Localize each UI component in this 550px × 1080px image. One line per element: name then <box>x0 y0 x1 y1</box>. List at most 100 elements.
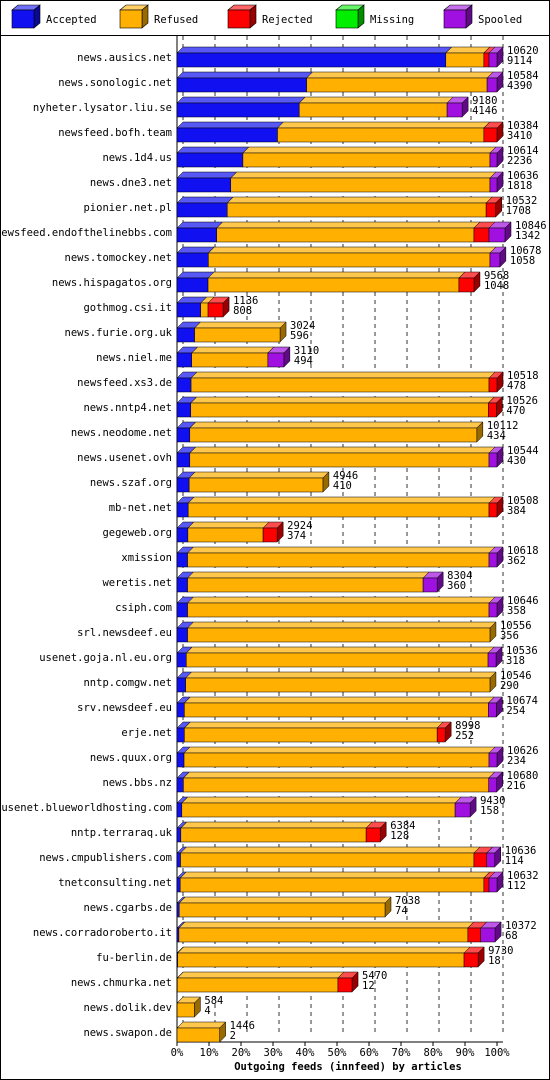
bar-front <box>187 552 490 568</box>
bar-segment <box>176 1021 227 1043</box>
bar-segment <box>181 796 462 818</box>
bar-segment <box>186 571 430 593</box>
y-tick-label: news.hispagatos.org <box>52 277 172 289</box>
bar-segment <box>176 121 285 143</box>
y-tick-label: srv.newsdeef.eu <box>77 702 172 714</box>
bar-top <box>230 171 497 179</box>
bar-front <box>436 727 446 743</box>
bar-front <box>488 402 497 418</box>
bar-segment <box>176 221 224 243</box>
bar-front <box>176 152 244 168</box>
y-tick-label: nntp.terraraq.uk <box>71 827 173 839</box>
bar-front <box>298 102 448 118</box>
x-tick-label: 60% <box>360 1047 380 1059</box>
bar-front <box>177 952 465 968</box>
bar-top <box>177 946 471 954</box>
total-label: 10636 <box>507 170 539 182</box>
bar-front <box>176 277 209 293</box>
y-tick-label: news.furie.org.uk <box>65 327 173 339</box>
y-tick-label: news.sonologic.net <box>58 77 172 89</box>
y-tick-label: news.ausics.net <box>77 52 172 64</box>
bar-front <box>176 652 187 668</box>
accepted-label: 374 <box>287 530 306 542</box>
bar-segment <box>446 96 469 118</box>
bar-front <box>189 427 478 443</box>
bar-front <box>176 627 188 643</box>
bar-front <box>337 977 353 993</box>
y-tick-label: usenet.blueworldhosting.com <box>1 802 172 814</box>
accepted-label: 1818 <box>507 180 532 192</box>
accepted-label: 254 <box>506 705 525 717</box>
bar-segment <box>186 621 497 643</box>
legend-item: Spooled <box>443 4 522 29</box>
accepted-label: 384 <box>507 505 526 517</box>
bar-segment <box>487 696 503 718</box>
bar-front <box>483 127 498 143</box>
bar-segment <box>182 771 496 793</box>
bar-segment <box>337 971 359 993</box>
bar-front <box>454 802 471 818</box>
total-label: 10674 <box>506 695 538 707</box>
x-tick-label: 0% <box>171 1047 184 1059</box>
y-tick-label: news.cgarbs.de <box>83 902 172 914</box>
accepted-label: 358 <box>507 605 526 617</box>
bar-segment <box>186 596 496 618</box>
bar-top <box>207 271 466 279</box>
bar-segment <box>176 971 345 993</box>
bar-segment <box>487 396 503 418</box>
bar-front <box>181 802 456 818</box>
bar-front <box>486 77 498 93</box>
total-label: 10112 <box>487 420 519 432</box>
bar-front <box>207 277 460 293</box>
accepted-label: 4146 <box>472 105 497 117</box>
bar-top <box>176 246 215 254</box>
bar-top <box>183 696 495 704</box>
accepted-label: 430 <box>507 455 526 467</box>
bar-segment <box>422 571 444 593</box>
bar-front <box>467 927 481 943</box>
accepted-label: 1058 <box>510 255 535 267</box>
y-tick-label: fu-berlin.de <box>96 952 172 964</box>
total-label: 10536 <box>506 645 538 657</box>
total-label: 5470 <box>362 970 387 982</box>
bar-front <box>488 227 506 243</box>
bar-front <box>488 752 498 768</box>
bar-segment <box>183 696 495 718</box>
bar-top <box>176 121 285 129</box>
bar-segment <box>488 771 504 793</box>
bar-top <box>189 446 496 454</box>
x-tick-label: 90% <box>456 1047 476 1059</box>
accepted-label: 3410 <box>507 130 532 142</box>
legend-item: Missing <box>335 4 414 29</box>
bar-segment <box>267 346 291 368</box>
y-tick-label: news.tomockey.net <box>65 252 172 264</box>
bar-top <box>176 146 250 154</box>
bar-front <box>184 727 438 743</box>
accepted-label: 1342 <box>515 230 540 242</box>
bar-front <box>486 852 496 868</box>
bar-top <box>176 971 345 979</box>
bar-segment <box>488 596 504 618</box>
x-tick-label: 40% <box>296 1047 316 1059</box>
bar-front <box>176 302 201 318</box>
total-label: 8998 <box>455 720 480 732</box>
accepted-label: 12 <box>362 980 375 992</box>
bar-segment <box>436 721 452 743</box>
accepted-label: 290 <box>500 680 519 692</box>
bar-segment <box>488 221 512 243</box>
total-label: 10678 <box>510 245 542 257</box>
bar-front <box>176 77 307 93</box>
bar-top <box>186 546 496 554</box>
bar-segment <box>305 71 494 93</box>
bar-front <box>176 477 190 493</box>
bar-front <box>488 777 497 793</box>
accepted-label: 808 <box>233 305 252 317</box>
bar-front <box>176 527 189 543</box>
bar-top <box>176 271 215 279</box>
bar-front <box>176 502 189 518</box>
bar-front <box>176 252 209 268</box>
total-label: 2924 <box>287 520 312 532</box>
bar-front <box>458 277 475 293</box>
x-tick-label: 30% <box>264 1047 284 1059</box>
bar-segment <box>463 946 485 968</box>
